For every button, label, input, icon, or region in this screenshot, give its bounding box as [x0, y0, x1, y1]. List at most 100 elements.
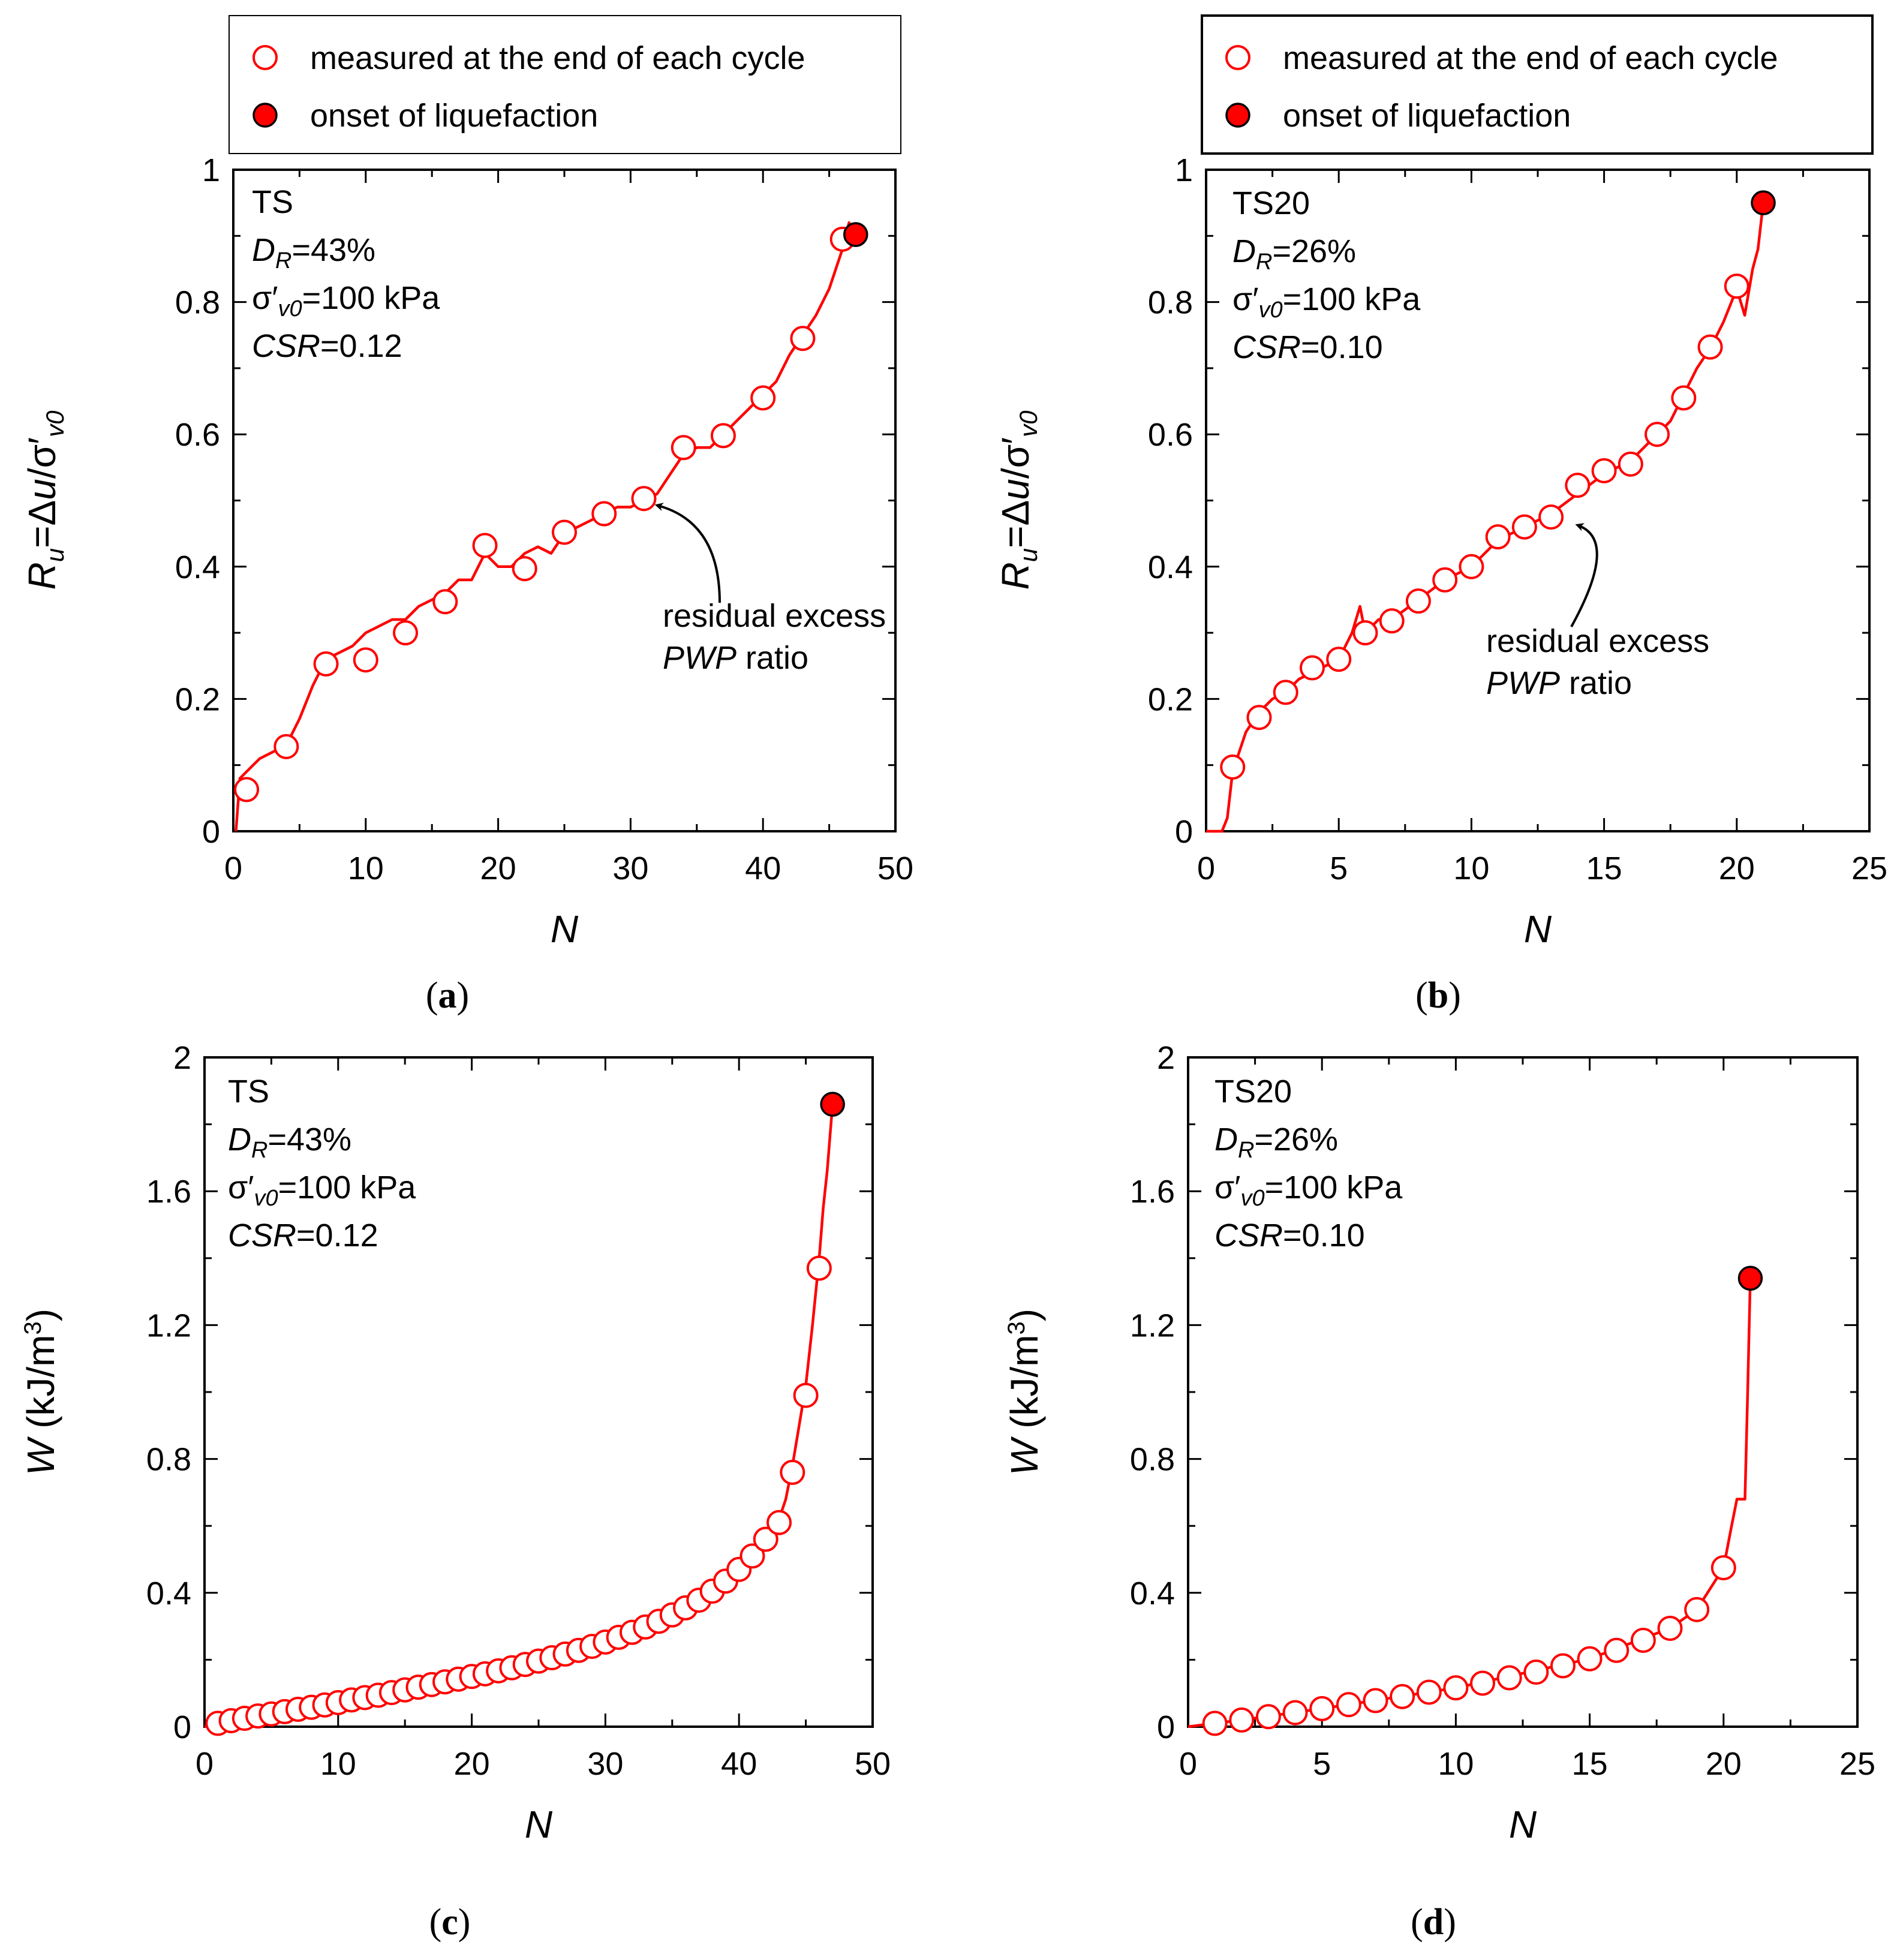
- data-point: [1657, 1615, 1683, 1641]
- data-point: [710, 423, 736, 449]
- legend-label-measured: measured at the end of each cycle: [1283, 40, 1778, 76]
- legend-b: measured at the end of each cycle onset o…: [1201, 14, 1874, 155]
- data-point: [1485, 524, 1511, 550]
- data-point: [766, 1510, 792, 1535]
- data-point: [1363, 1688, 1388, 1714]
- y-tick-label: 1: [202, 152, 220, 188]
- y-tick-label: 0: [1175, 814, 1193, 850]
- onset-point: [1751, 190, 1776, 215]
- x-tick-label: 5: [1330, 850, 1348, 886]
- cyclic-stress-ratio: CSR=0.10: [1214, 1218, 1365, 1253]
- x-tick-label: 0: [1179, 1746, 1197, 1782]
- y-tick-label: 0: [202, 814, 220, 850]
- data-point: [234, 777, 260, 802]
- y-tick-label: 0.4: [1148, 549, 1193, 585]
- cyclic-stress-ratio: CSR=0.10: [1232, 329, 1383, 365]
- y-tick-label: 1.2: [1130, 1307, 1175, 1343]
- series-line: [1188, 1278, 1752, 1728]
- data-point: [1273, 680, 1298, 705]
- panel-c-chart: 0 10 20 30 40 50 0 0.4 0.8 1.2 1.6 2 N W (kJ/m3) TS DR=…: [19, 1040, 891, 1943]
- y-tick-label: 0.6: [1148, 417, 1193, 453]
- legend-label-measured: measured at the end of each cycle: [310, 40, 805, 76]
- data-point: [1496, 1665, 1522, 1691]
- data-point: [790, 326, 816, 351]
- data-point: [1246, 705, 1272, 731]
- data-point: [1511, 514, 1537, 540]
- x-tick-label: 10: [1438, 1746, 1474, 1782]
- x-tick-label: 30: [612, 850, 648, 886]
- data-point: [1416, 1679, 1442, 1705]
- y-tick-label: 0: [1157, 1709, 1175, 1745]
- y-axis-title: Ru=Δu/σ′v0: [20, 410, 69, 590]
- y-axis-title: Ru=Δu/σ′v0: [994, 410, 1042, 590]
- y-tick-label: 0.8: [1130, 1442, 1175, 1478]
- data-point: [739, 1543, 765, 1569]
- data-point: [273, 734, 299, 759]
- data-point: [1697, 334, 1723, 360]
- data-point: [1390, 1684, 1415, 1709]
- data-point: [591, 501, 617, 527]
- x-tick-label: 40: [721, 1746, 757, 1782]
- plot-frame: [203, 1056, 874, 1728]
- effective-stress: σ′v0=100 kPa: [252, 280, 440, 321]
- panel-a-chart: 0 10 20 30 40 50 0 0.2 0.4 0.6 0.8 1 N Ru=Δu/σ′v0 TS DR…: [20, 152, 913, 1016]
- data-point: [1352, 620, 1378, 646]
- data-point: [806, 1255, 832, 1281]
- x-axis-title: N: [551, 907, 579, 951]
- data-point: [353, 647, 378, 673]
- data-point: [1336, 1692, 1361, 1718]
- data-point: [1724, 273, 1749, 299]
- cyclic-stress-ratio: CSR=0.12: [252, 328, 402, 364]
- effective-stress: σ′v0=100 kPa: [228, 1170, 416, 1211]
- y-axis-title: W (kJ/m3): [19, 1309, 62, 1475]
- y-tick-label: 0.2: [1148, 681, 1193, 717]
- plot-frame: [232, 169, 897, 832]
- data-point: [1255, 1704, 1281, 1730]
- panel-b-chart: 0 5 10 15 20 25 0 0.2 0.4 0.6 0.8 1 N Ru=Δu/σ′v0 TS20 D…: [994, 152, 1887, 1016]
- data-point: [1671, 385, 1697, 411]
- relative-density: DR=26%: [1214, 1122, 1338, 1163]
- data-point: [1432, 567, 1458, 593]
- data-point: [1618, 451, 1643, 477]
- legend-box: [1201, 14, 1874, 155]
- annotation-line2: PWP ratio: [1486, 665, 1632, 701]
- y-tick-label: 0.6: [175, 417, 220, 453]
- data-point: [1604, 1637, 1630, 1663]
- x-tick-label: 0: [1197, 850, 1215, 886]
- data-point: [1379, 608, 1405, 634]
- onset-point: [843, 222, 868, 247]
- relative-density: DR=43%: [228, 1122, 351, 1163]
- x-tick-label: 0: [224, 850, 242, 886]
- annotation-line2: PWP ratio: [663, 640, 808, 676]
- specimen-name: TS20: [1232, 185, 1310, 221]
- data-point: [1229, 1707, 1255, 1733]
- data-point: [780, 1459, 805, 1485]
- y-tick-label: 0.2: [175, 681, 220, 717]
- legend-label-onset: onset of liquefaction: [310, 98, 598, 134]
- data-point: [750, 385, 776, 411]
- y-tick-label: 1.2: [146, 1307, 191, 1343]
- data-point: [1326, 647, 1352, 672]
- x-tick-label: 20: [480, 850, 516, 886]
- onset-point: [820, 1092, 845, 1117]
- data-point: [393, 620, 419, 646]
- x-tick-label: 0: [196, 1746, 214, 1782]
- effective-stress: σ′v0=100 kPa: [1232, 281, 1421, 323]
- x-tick-label: 20: [454, 1746, 490, 1782]
- legend-open-marker: [1225, 45, 1250, 70]
- annotation-arrow: [654, 503, 721, 603]
- data-point: [1538, 504, 1564, 530]
- annotation-arrow: [1570, 523, 1598, 627]
- panel-label: (d): [1411, 1902, 1456, 1943]
- x-axis-title: N: [1524, 907, 1552, 951]
- data-point: [432, 589, 458, 615]
- data-point: [472, 533, 498, 558]
- x-tick-label: 20: [1706, 1746, 1742, 1782]
- x-tick-label: 25: [1839, 1746, 1875, 1782]
- legend-open-marker: [252, 45, 278, 70]
- y-tick-label: 2: [1157, 1040, 1175, 1076]
- x-tick-label: 10: [1453, 850, 1489, 886]
- x-tick-label: 10: [320, 1746, 356, 1782]
- data-point: [1470, 1670, 1496, 1696]
- relative-density: DR=26%: [1232, 233, 1356, 275]
